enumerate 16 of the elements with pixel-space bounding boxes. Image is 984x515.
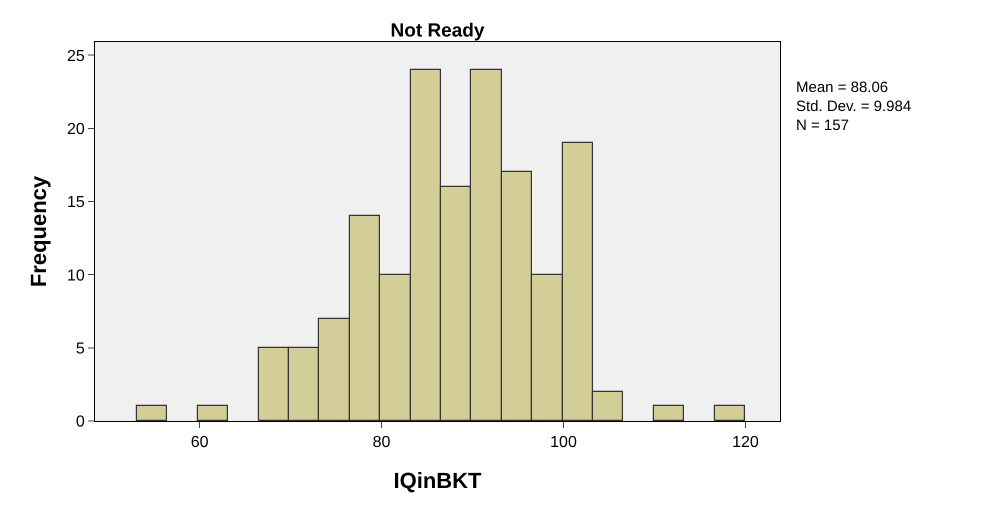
text: Std. Dev. = 9.984 [796, 98, 912, 115]
text: N = 157 [796, 117, 849, 134]
x-tick-label: 100 [550, 434, 577, 452]
y-tick-label: 0 [76, 414, 85, 431]
y-tick-label: 15 [67, 194, 85, 212]
x-tick-label: 60 [190, 434, 209, 452]
x-tick-label: 80 [372, 434, 391, 452]
y-tick-label: 20 [67, 120, 85, 138]
y-tick-label: 10 [67, 267, 85, 284]
y-axis-title: Frequency [26, 175, 51, 288]
x-axis-title: IQinBKT [394, 468, 482, 494]
y-tick-label: 25 [67, 48, 85, 65]
x-tick-label: 120 [732, 434, 759, 452]
text: Mean = 88.06 [796, 79, 888, 96]
y-tick-label: 5 [76, 340, 85, 358]
chart-title: Not Ready [390, 20, 485, 42]
